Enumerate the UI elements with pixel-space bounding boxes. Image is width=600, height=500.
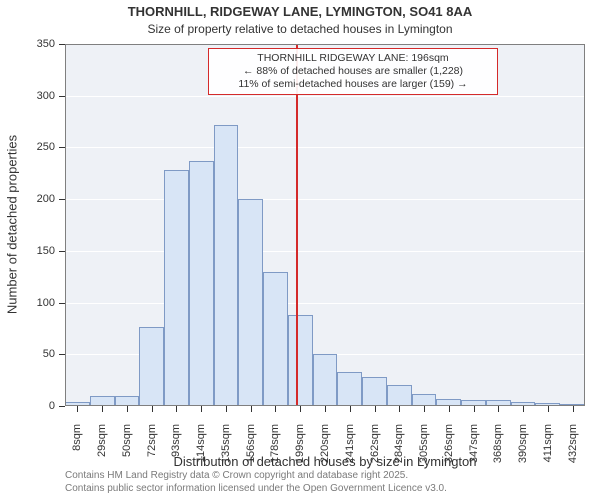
annotation-line-1: ← 88% of detached houses are smaller (1,… (215, 65, 491, 78)
x-axis-title: Distribution of detached houses by size … (65, 454, 585, 469)
histogram-bar (115, 396, 140, 406)
histogram-bar (90, 396, 115, 406)
y-axis-title: Number of detached properties (5, 44, 20, 406)
footer-attribution: Contains HM Land Registry data © Crown c… (65, 470, 447, 495)
footer-line-0: Contains HM Land Registry data © Crown c… (65, 470, 447, 483)
histogram-bar (164, 170, 189, 406)
histogram-bar (436, 399, 461, 406)
histogram-bar (288, 315, 313, 406)
annotation-line-2: 11% of semi-detached houses are larger (… (215, 78, 491, 91)
histogram-bar (214, 125, 239, 406)
histogram-bar (412, 394, 437, 406)
histogram-bar (189, 161, 214, 406)
chart-subtitle: Size of property relative to detached ho… (0, 22, 600, 36)
histogram-bar (387, 385, 412, 406)
reference-line (296, 44, 298, 406)
histogram-bar (337, 372, 362, 406)
histogram-bar (238, 199, 263, 406)
histogram-bar (313, 354, 338, 406)
histogram-bar (263, 272, 288, 406)
histogram-bar (362, 377, 387, 406)
annotation-line-0: THORNHILL RIDGEWAY LANE: 196sqm (215, 52, 491, 65)
property-size-chart: THORNHILL, RIDGEWAY LANE, LYMINGTON, SO4… (0, 0, 600, 500)
chart-title: THORNHILL, RIDGEWAY LANE, LYMINGTON, SO4… (0, 4, 600, 19)
histogram-bar (139, 327, 164, 406)
annotation-box: THORNHILL RIDGEWAY LANE: 196sqm ← 88% of… (208, 48, 498, 95)
footer-line-1: Contains public sector information licen… (65, 483, 447, 496)
